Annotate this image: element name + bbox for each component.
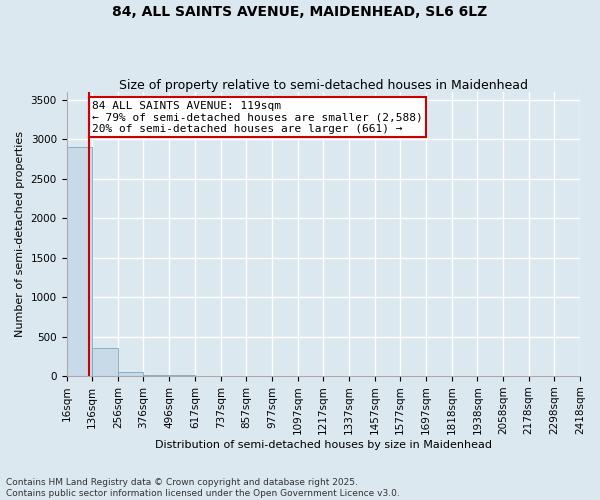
Bar xyxy=(118,372,143,376)
Text: 84 ALL SAINTS AVENUE: 119sqm
← 79% of semi-detached houses are smaller (2,588)
2: 84 ALL SAINTS AVENUE: 119sqm ← 79% of se… xyxy=(92,100,423,134)
X-axis label: Distribution of semi-detached houses by size in Maidenhead: Distribution of semi-detached houses by … xyxy=(155,440,492,450)
Text: 84, ALL SAINTS AVENUE, MAIDENHEAD, SL6 6LZ: 84, ALL SAINTS AVENUE, MAIDENHEAD, SL6 6… xyxy=(112,5,488,19)
Y-axis label: Number of semi-detached properties: Number of semi-detached properties xyxy=(15,131,25,337)
Bar xyxy=(143,375,169,376)
Text: Contains HM Land Registry data © Crown copyright and database right 2025.
Contai: Contains HM Land Registry data © Crown c… xyxy=(6,478,400,498)
Bar xyxy=(92,348,118,376)
Bar xyxy=(67,147,92,376)
Title: Size of property relative to semi-detached houses in Maidenhead: Size of property relative to semi-detach… xyxy=(119,79,528,92)
